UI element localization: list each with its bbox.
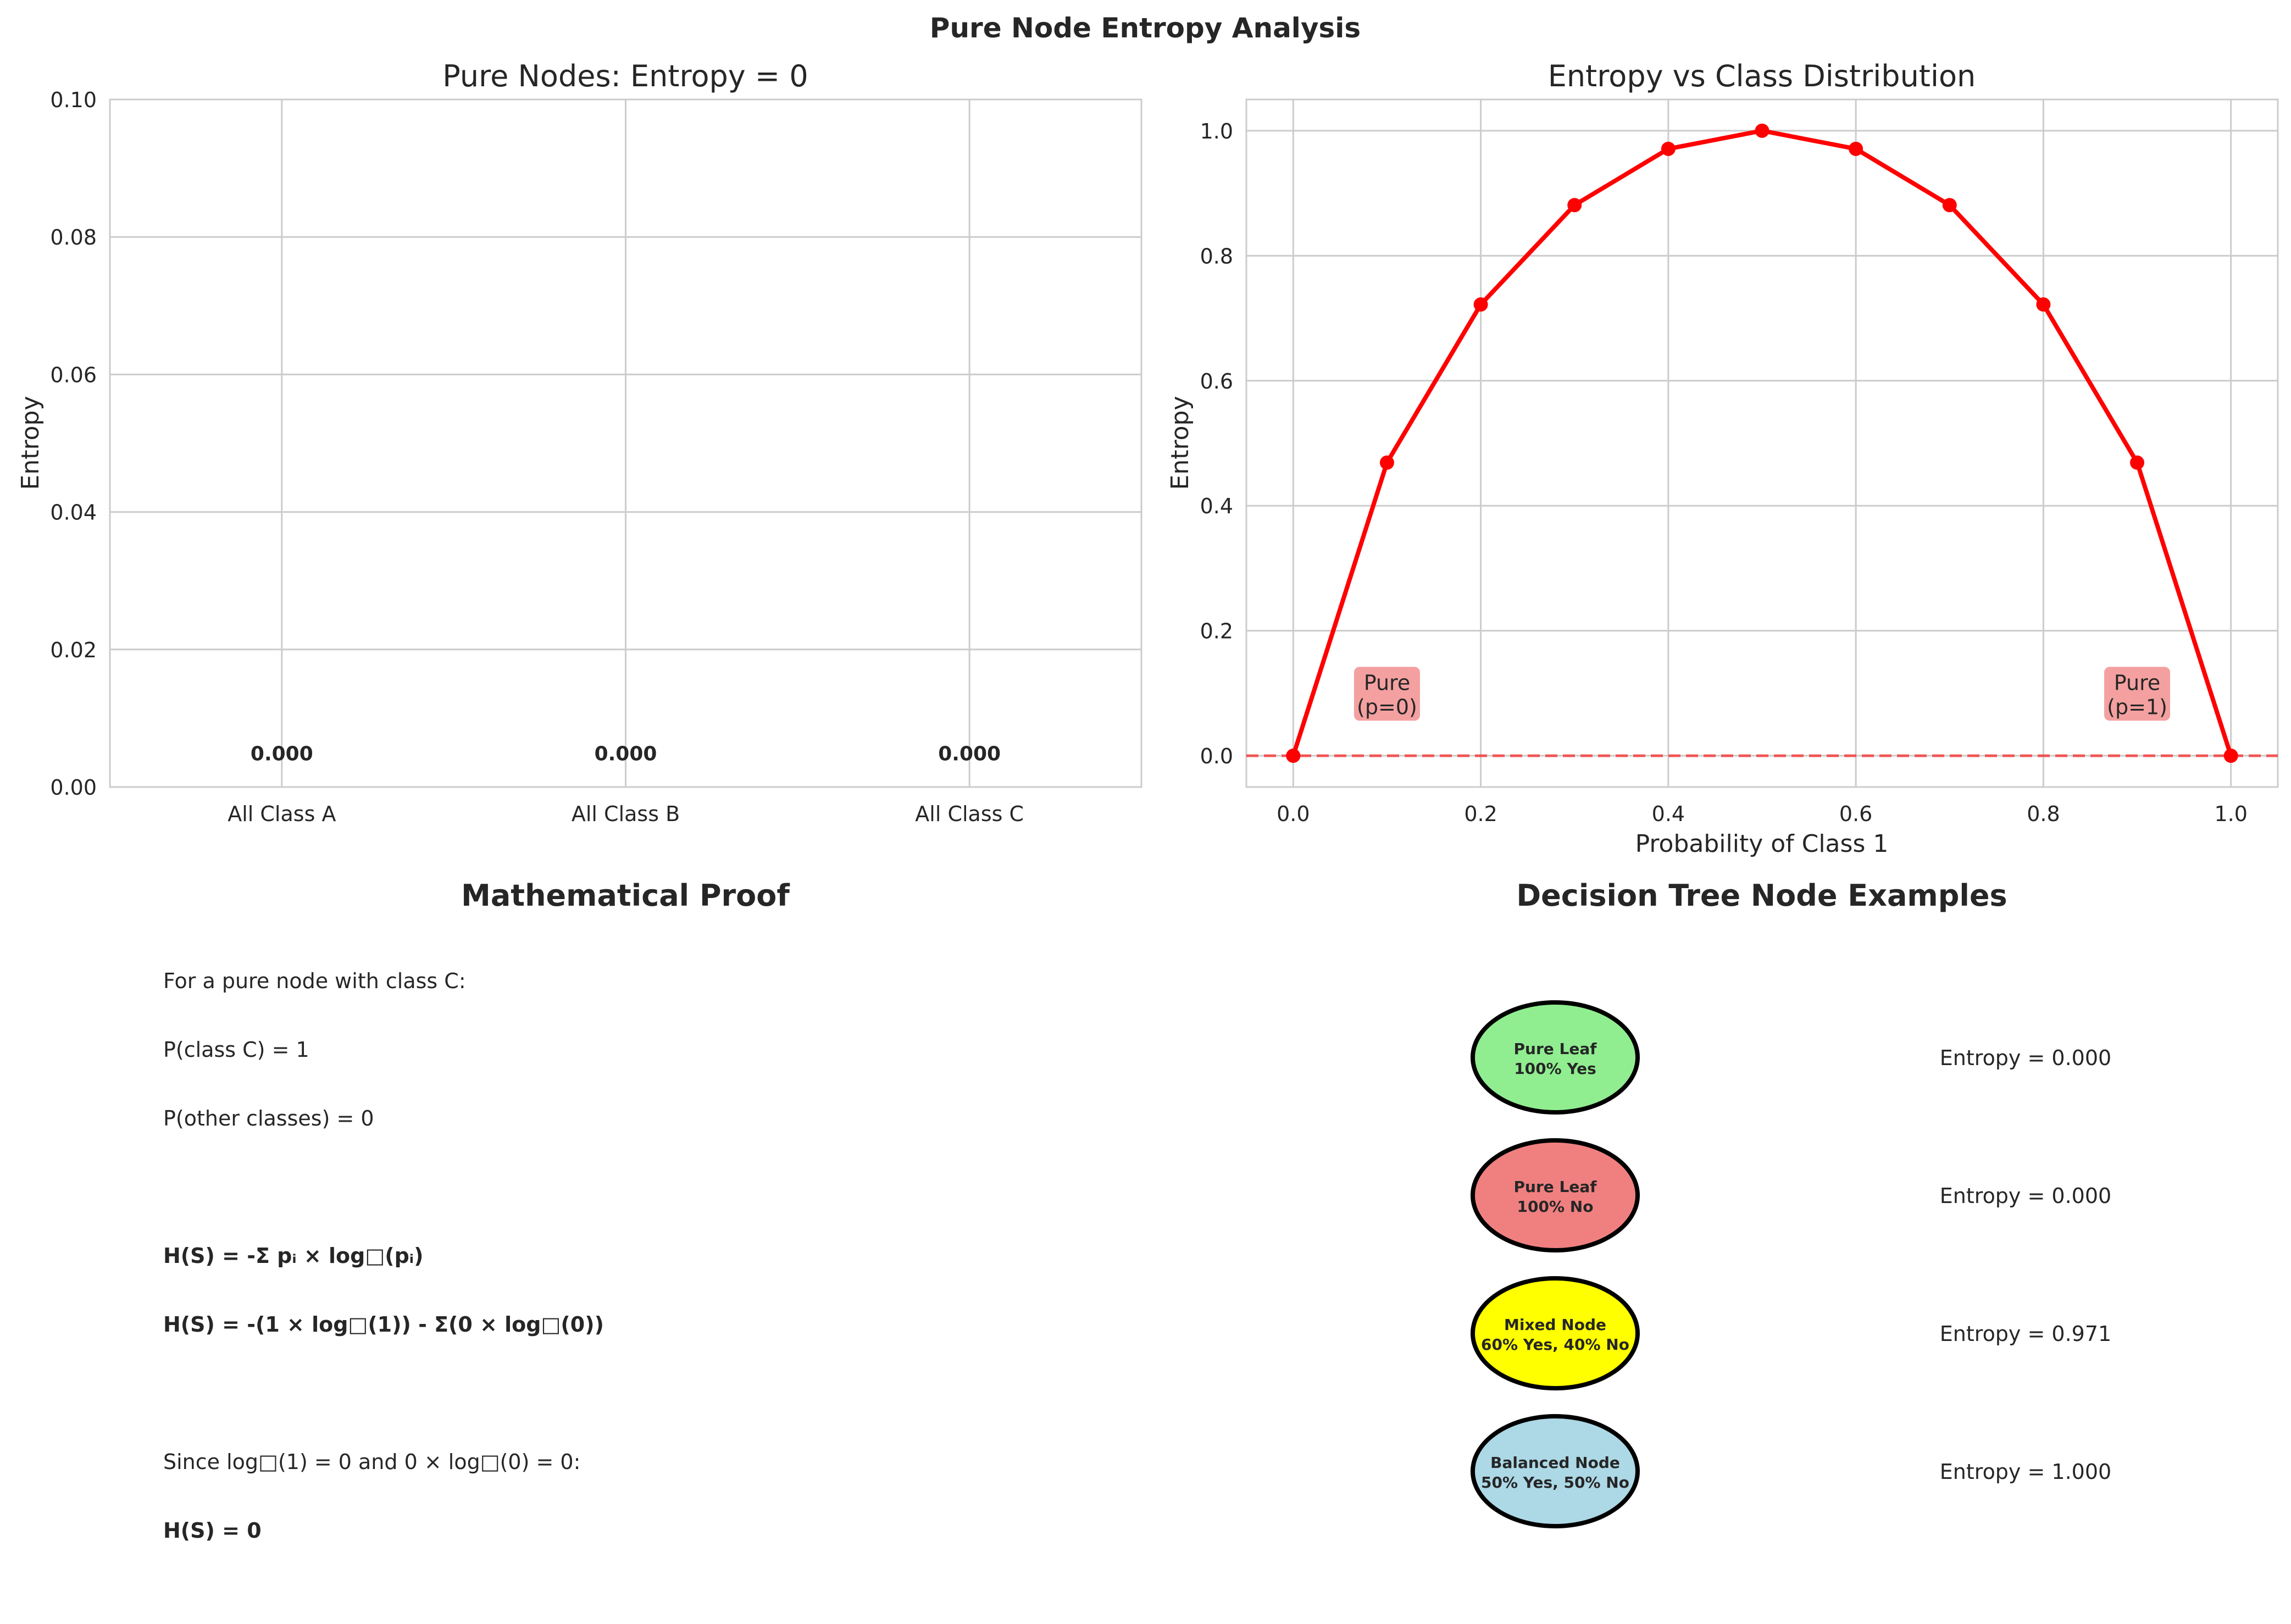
chart2-y-tick-label: 0.0 <box>1200 744 1233 768</box>
annotation-box <box>2104 667 2171 721</box>
chart2-data-point <box>2036 297 2051 312</box>
chart1-bar-value-label: 0.000 <box>938 742 1001 765</box>
chart2-x-tick-label: 0.4 <box>1652 802 1685 826</box>
tree-node-entropy: Entropy = 0.971 <box>1940 1322 2111 1346</box>
tree-node-ellipse <box>1471 1276 1640 1390</box>
proof-line: H(S) = -(1 × log□(1)) - Σ(0 × log□(0)) <box>163 1312 604 1337</box>
chart1-ylabel: Entropy <box>16 396 45 490</box>
chart2-x-tick-label: 1.0 <box>2214 802 2247 826</box>
chart1-bar-value-label: 0.000 <box>251 742 313 765</box>
chart2-data-point <box>2223 749 2238 763</box>
tree-node-label: 60% Yes, 40% No <box>1481 1335 1629 1354</box>
chart1-title: Pure Nodes: Entropy = 0 <box>442 59 808 93</box>
mathematical-proof-panel: Mathematical Proof For a pure node with … <box>163 878 790 1543</box>
chart2-data-point <box>1473 297 1488 312</box>
proof-line: For a pure node with class C: <box>163 969 466 993</box>
chart1-y-tick-label: 0.04 <box>50 501 97 525</box>
tree-node-example: Pure Leaf 100% No Entropy = 0.000 <box>1471 1138 2111 1252</box>
chart1-y-tick-label: 0.00 <box>50 775 97 800</box>
chart1-y-tick-label: 0.06 <box>50 363 97 387</box>
chart1-y-tick-label: 0.02 <box>50 638 97 662</box>
tree-node-entropy: Entropy = 0.000 <box>1940 1046 2111 1070</box>
chart2-annotation: Pure(p=0) <box>1353 667 1420 721</box>
chart2-x-tick-label: 0.2 <box>1464 802 1497 826</box>
tree-node-example: Pure Leaf 100% Yes Entropy = 0.000 <box>1471 1000 2111 1115</box>
chart2-data-point <box>1755 123 1769 138</box>
proof-line: Since log□(1) = 0 and 0 × log□(0) = 0: <box>163 1450 580 1474</box>
tree-node-label: 100% No <box>1517 1198 1594 1216</box>
annotation-text: (p=0) <box>1357 695 1417 719</box>
chart2-y-tick-label: 0.2 <box>1200 619 1233 644</box>
tree-title: Decision Tree Node Examples <box>1516 878 2007 913</box>
annotation-text: (p=1) <box>2107 695 2167 719</box>
chart2-y-tick-label: 1.0 <box>1200 119 1233 143</box>
chart1-bar-value-label: 0.000 <box>595 742 657 765</box>
chart2-x-tick-label: 0.0 <box>1277 802 1310 826</box>
chart2-data-point <box>1661 141 1676 156</box>
tree-node-ellipse <box>1471 1414 1640 1528</box>
chart1-y-tick-label: 0.08 <box>50 225 97 250</box>
proof-title: Mathematical Proof <box>461 878 790 913</box>
decision-tree-examples-panel: Decision Tree Node Examples Pure Leaf 100… <box>1471 878 2111 1528</box>
chart2-data-point <box>1379 455 1394 470</box>
proof-line: P(other classes) = 0 <box>163 1106 374 1130</box>
tree-node-label: Pure Leaf <box>1514 1040 1597 1058</box>
chart2-ylabel: Entropy <box>1166 396 1194 490</box>
tree-node-entropy: Entropy = 0.000 <box>1940 1184 2111 1208</box>
annotation-text: Pure <box>2114 670 2161 695</box>
annotation-text: Pure <box>1364 670 1411 695</box>
chart2-data-point <box>1286 749 1301 763</box>
chart1-x-tick-label: All Class B <box>572 802 680 826</box>
chart1-x-tick-label: All Class C <box>915 802 1024 826</box>
chart2-annotation: Pure(p=1) <box>2104 667 2171 721</box>
tree-node-label: 100% Yes <box>1514 1060 1596 1078</box>
tree-node-label: Pure Leaf <box>1514 1178 1597 1196</box>
annotation-box <box>1353 667 1420 721</box>
chart2-y-tick-label: 0.8 <box>1200 244 1233 268</box>
chart2-xlabel: Probability of Class 1 <box>1635 830 1889 858</box>
chart2-y-tick-label: 0.6 <box>1200 369 1233 393</box>
chart2-data-point <box>1567 198 1582 213</box>
chart2-x-tick-label: 0.6 <box>1839 802 1872 826</box>
chart2-x-tick-label: 0.8 <box>2027 802 2060 826</box>
chart2-data-point <box>1942 198 1957 213</box>
chart2-title: Entropy vs Class Distribution <box>1548 59 1976 93</box>
proof-line: H(S) = 0 <box>163 1518 262 1543</box>
entropy-line-chart: 0.0 0.2 0.4 0.6 0.8 1.0 0.0 0.2 0.4 0.6 0.8 1.0 Pur… <box>1166 59 2279 858</box>
chart2-y-tick-label: 0.4 <box>1200 494 1233 518</box>
pure-nodes-bar-chart: 0.00 0.02 0.04 0.06 0.08 0.10 All Class A All C… <box>16 59 1142 826</box>
tree-node-label: 50% Yes, 50% No <box>1481 1473 1629 1492</box>
tree-node-ellipse <box>1471 1138 1640 1252</box>
chart2-data-point <box>2130 455 2145 470</box>
chart1-y-tick-label: 0.10 <box>50 88 97 112</box>
tree-node-ellipse <box>1471 1000 1640 1115</box>
figure-title: Pure Node Entropy Analysis <box>930 12 1361 44</box>
chart1-x-tick-label: All Class A <box>228 802 336 826</box>
proof-line: H(S) = -Σ pᵢ × log□(pᵢ) <box>163 1244 424 1268</box>
tree-node-label: Balanced Node <box>1490 1454 1620 1472</box>
chart2-data-point <box>1849 141 1863 156</box>
tree-node-label: Mixed Node <box>1504 1316 1606 1334</box>
proof-line: P(class C) = 1 <box>163 1038 309 1062</box>
tree-node-entropy: Entropy = 1.000 <box>1940 1460 2111 1484</box>
